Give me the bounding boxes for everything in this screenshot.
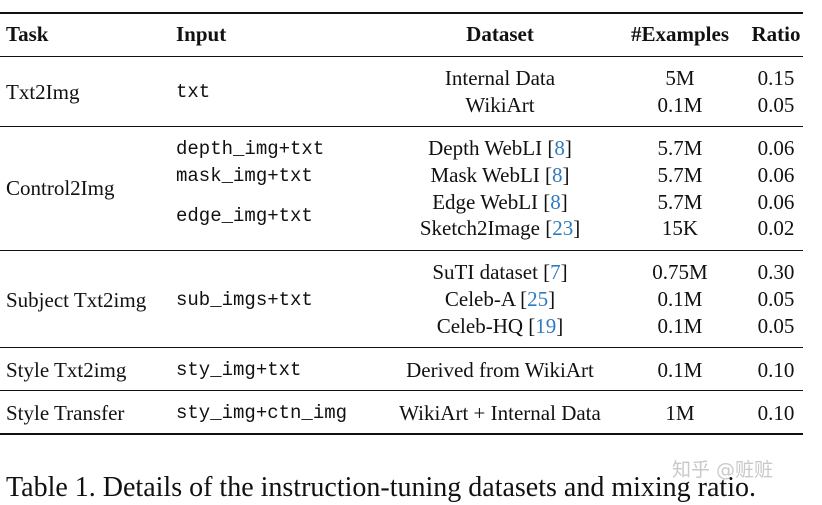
dataset-cell: Celeb-A [25]: [444, 287, 556, 311]
dataset-cell: Internal Data: [444, 66, 556, 90]
input-cell: sub_imgs+txt: [176, 289, 313, 311]
input-cell: sty_img+ctn_img: [176, 402, 348, 424]
examples-cell: 0.75M: [652, 260, 708, 284]
dataset-cell: Depth WebLI [8]: [428, 136, 572, 160]
group-rule: [0, 250, 803, 251]
header-examples: #Examples: [630, 22, 730, 46]
dataset-cell: SuTI dataset [7]: [432, 260, 568, 284]
dataset-cell: Mask WebLI [8]: [430, 163, 570, 187]
dataset-cell: Celeb-HQ [19]: [436, 314, 564, 338]
input-cell: depth_img+txt: [176, 138, 325, 160]
ratio-cell: 0.02: [757, 216, 795, 240]
ratio-cell: 0.05: [757, 314, 795, 338]
ratio-cell: 0.06: [757, 190, 795, 214]
group-rule: [0, 390, 803, 391]
header-input: Input: [176, 22, 227, 46]
table-top-rule: [0, 12, 803, 14]
ratio-cell: 0.30: [757, 260, 795, 284]
header-dataset: Dataset: [466, 22, 534, 46]
watermark: 知乎 @赃赃: [672, 459, 774, 481]
task-cell: Txt2Img: [6, 80, 80, 104]
ratio-cell: 0.05: [757, 93, 795, 117]
task-cell: Style Transfer: [6, 401, 125, 425]
examples-cell: 5.7M: [657, 163, 703, 187]
table-caption: Table 1. Details of the instruction-tuni…: [6, 472, 756, 503]
examples-cell: 0.1M: [657, 358, 703, 382]
dataset-cell: Derived from WikiArt: [406, 358, 594, 382]
dataset-cell: WikiArt + Internal Data: [399, 401, 601, 425]
task-cell: Style Txt2img: [6, 358, 127, 382]
examples-cell: 5.7M: [657, 190, 703, 214]
ratio-cell: 0.10: [757, 358, 795, 382]
dataset-cell: Edge WebLI [8]: [432, 190, 568, 214]
examples-cell: 0.1M: [657, 93, 703, 117]
citation-link[interactable]: 23: [552, 216, 574, 240]
header-ratio: Ratio: [751, 22, 801, 46]
citation-link[interactable]: 7: [550, 260, 561, 284]
examples-cell: 0.1M: [657, 314, 703, 338]
citation-link[interactable]: 19: [535, 314, 557, 338]
group-rule: [0, 347, 803, 348]
citation-link[interactable]: 8: [550, 190, 561, 214]
examples-cell: 5.7M: [657, 136, 703, 160]
dataset-cell: Sketch2Image [23]: [419, 216, 581, 240]
ratio-cell: 0.06: [757, 136, 795, 160]
ratio-cell: 0.15: [757, 66, 795, 90]
input-cell: mask_img+txt: [176, 165, 313, 187]
ratio-cell: 0.05: [757, 287, 795, 311]
citation-link[interactable]: 8: [552, 163, 563, 187]
task-cell: Subject Txt2img: [6, 288, 147, 312]
header-rule: [0, 56, 803, 57]
examples-cell: 15K: [661, 216, 699, 240]
task-cell: Control2Img: [6, 176, 115, 200]
input-cell: edge_img+txt: [176, 205, 313, 227]
group-rule: [0, 126, 803, 127]
dataset-cell: WikiArt: [465, 93, 535, 117]
table-bottom-rule: [0, 433, 803, 435]
ratio-cell: 0.06: [757, 163, 795, 187]
examples-cell: 5M: [665, 66, 695, 90]
input-cell: sty_img+txt: [176, 359, 302, 381]
examples-cell: 1M: [665, 401, 695, 425]
examples-cell: 0.1M: [657, 287, 703, 311]
citation-link[interactable]: 8: [554, 136, 565, 160]
ratio-cell: 0.10: [757, 401, 795, 425]
header-task: Task: [6, 22, 49, 46]
citation-link[interactable]: 25: [527, 287, 549, 311]
input-cell: txt: [176, 81, 211, 103]
